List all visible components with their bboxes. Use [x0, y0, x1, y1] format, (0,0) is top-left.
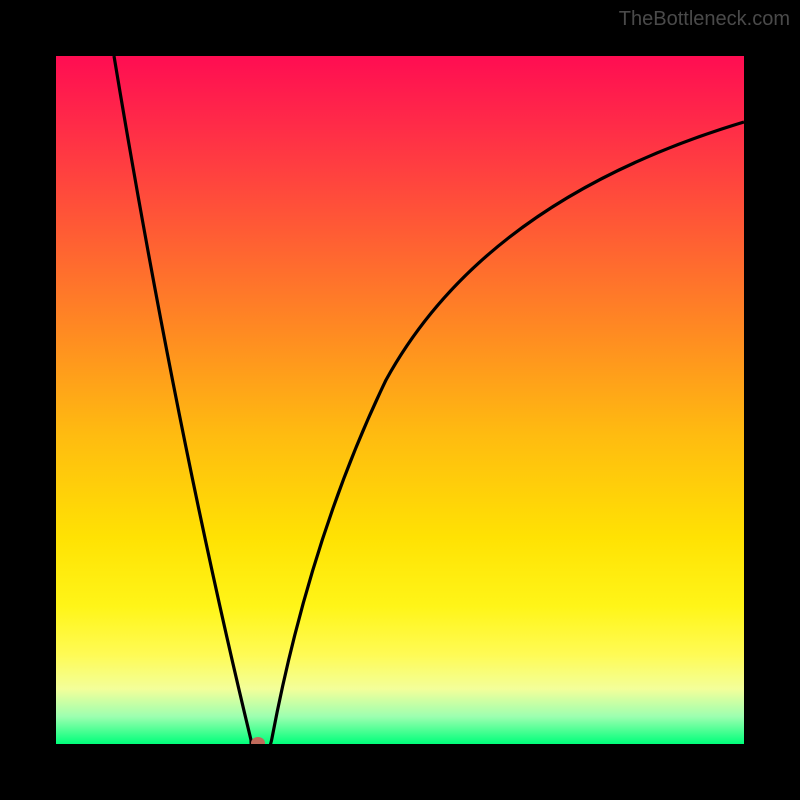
watermark-text: TheBottleneck.com	[619, 8, 790, 30]
bottleneck-chart	[0, 0, 800, 800]
watermark-link[interactable]: TheBottleneck.com	[619, 8, 790, 31]
